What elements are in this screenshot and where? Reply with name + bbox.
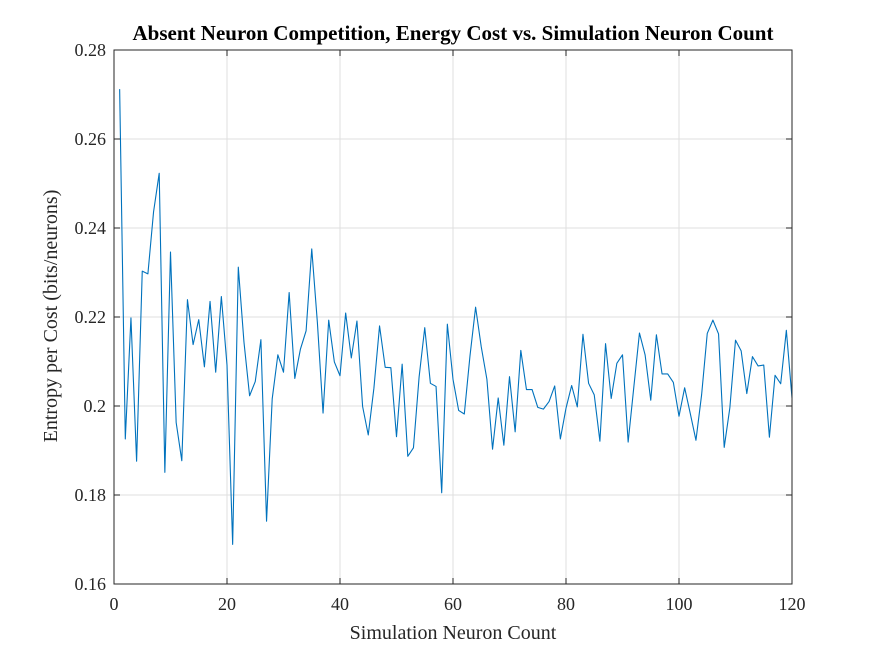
y-tick-label: 0.28	[75, 40, 107, 60]
grid-lines	[114, 50, 792, 584]
chart-title: Absent Neuron Competition, Energy Cost v…	[133, 21, 774, 45]
series-line	[119, 89, 793, 545]
y-tick-label: 0.22	[75, 307, 107, 327]
series-group	[119, 89, 793, 545]
x-tick-label: 60	[444, 594, 462, 614]
x-tick-label: 80	[557, 594, 575, 614]
x-axis-title: Simulation Neuron Count	[350, 622, 557, 644]
y-axis-title: Entropy per Cost (bits/neurons)	[40, 190, 62, 443]
x-tick-label: 0	[110, 594, 119, 614]
x-axis: 0 20 40 60 80 100 120	[110, 50, 806, 614]
y-tick-label: 0.2	[84, 396, 107, 416]
y-axis: 0.16 0.18 0.2 0.22 0.24 0.26 0.28	[75, 40, 792, 594]
y-tick-label: 0.18	[75, 485, 107, 505]
x-tick-label: 120	[779, 594, 806, 614]
plot-area: 0 20 40 60 80 100 120 0.160.180.20.220.240.260…	[75, 40, 806, 614]
x-tick-label: 20	[218, 594, 236, 614]
x-tick-label: 40	[331, 594, 349, 614]
x-tick-label: 100	[666, 594, 693, 614]
y-tick-label: 0.26	[75, 129, 107, 149]
y-tick-label: 0.16	[75, 574, 107, 594]
y-tick-label: 0.24	[75, 218, 107, 238]
